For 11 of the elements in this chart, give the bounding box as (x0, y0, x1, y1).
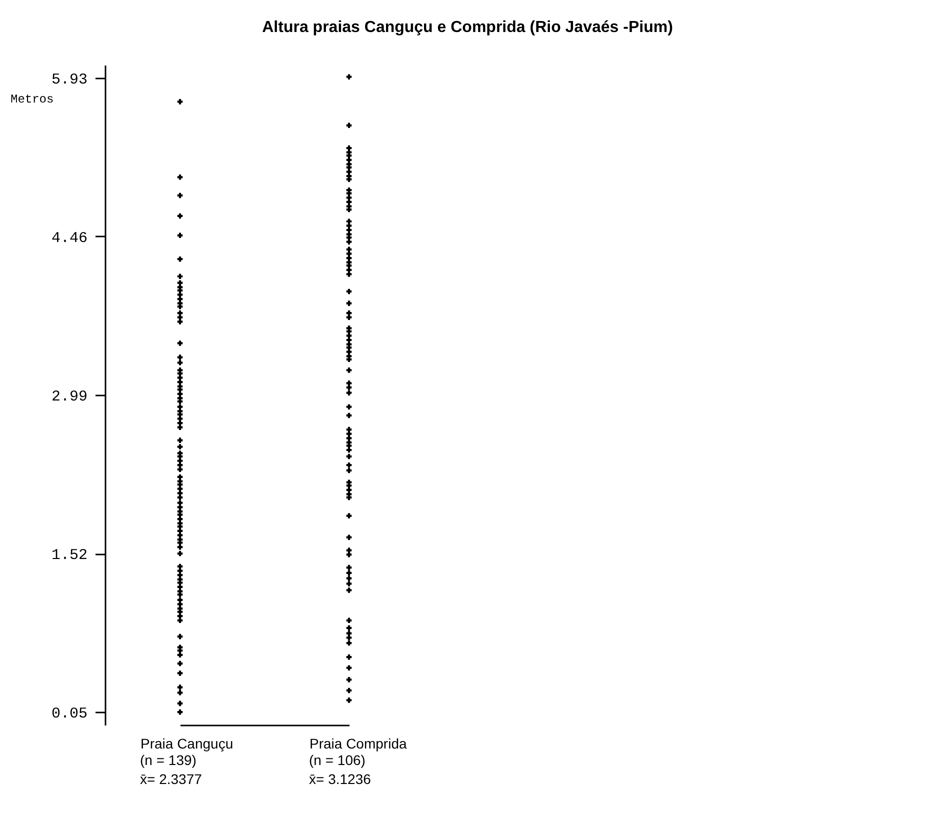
text: (n = 139) x̄= 2.3377 (140, 752, 202, 787)
y-tick-label: 5.93 (51, 71, 88, 88)
x-tick-label: Praia Canguçu (140, 736, 234, 752)
y-tick-label: 1.52 (51, 547, 88, 564)
x-tick-label: Praia Comprida (310, 736, 407, 752)
y-tick-label: 4.46 (51, 230, 88, 247)
y-axis-title: Metros (10, 92, 54, 106)
y-tick-label: 2.99 (51, 388, 88, 406)
chart-title: Altura praias Canguçu e Comprida (Rio Javaés -Pium) (262, 19, 673, 36)
y-tick-label: 0.05 (51, 706, 88, 723)
text: (n = 106) x̄= 3.1236 (309, 752, 372, 787)
